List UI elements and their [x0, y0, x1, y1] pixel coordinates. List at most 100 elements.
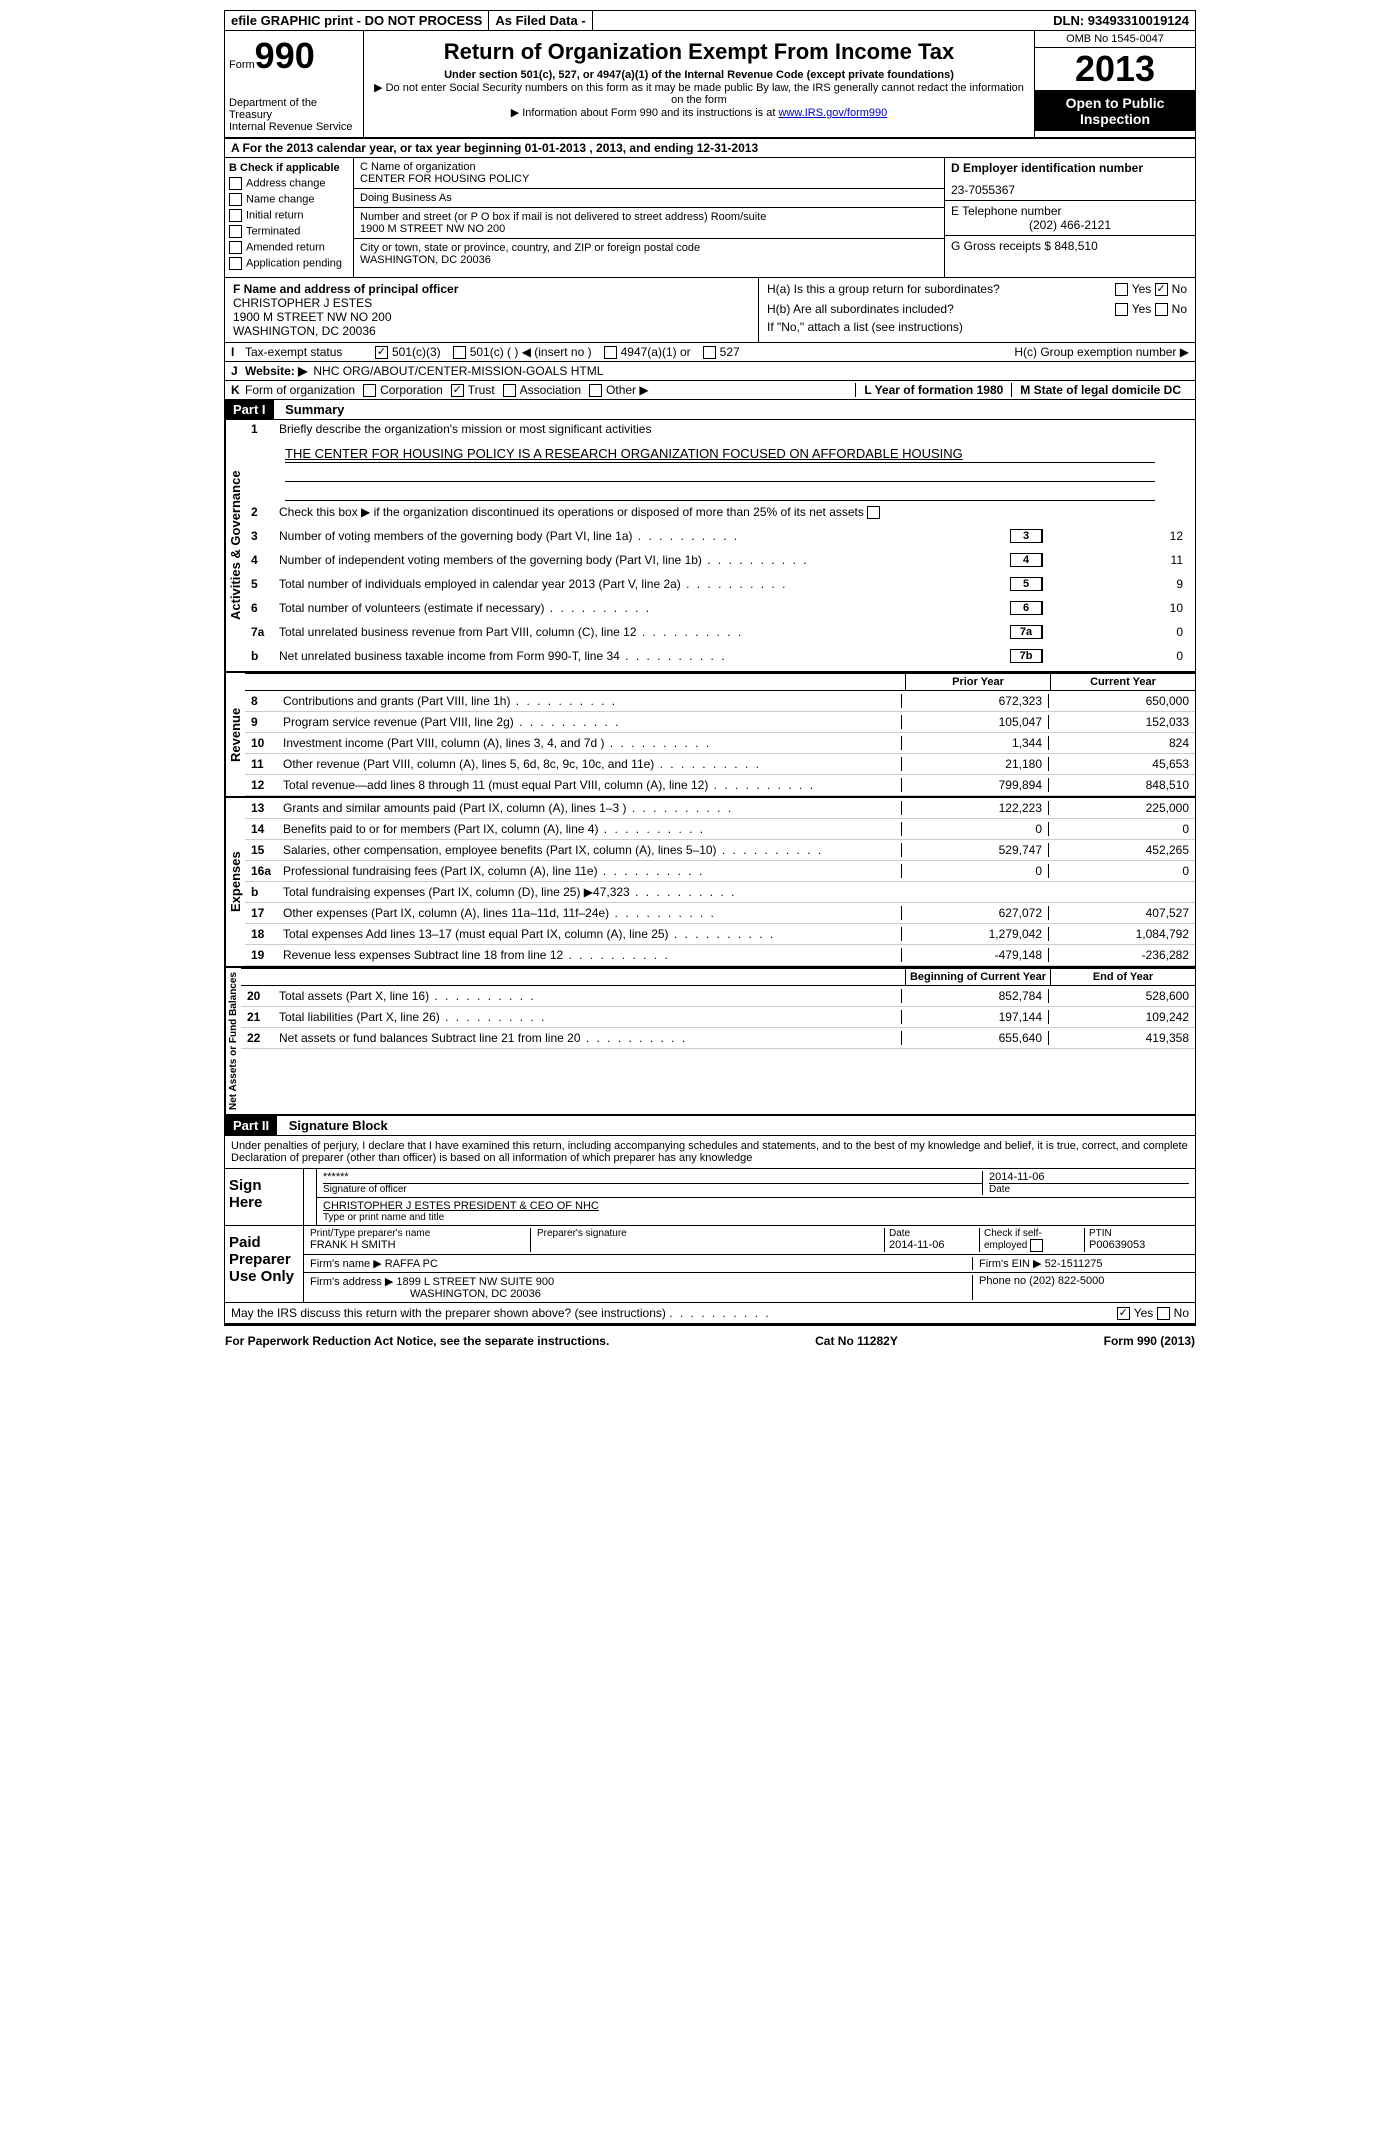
- signature-section: Under penalties of perjury, I declare th…: [225, 1136, 1195, 1325]
- chk-address-change[interactable]: [229, 177, 242, 190]
- form-subtitle: Under section 501(c), 527, or 4947(a)(1)…: [372, 69, 1026, 81]
- part1-badge: Part I: [225, 400, 274, 419]
- form-number: 990: [255, 35, 315, 76]
- net-label: Net Assets or Fund Balances: [225, 968, 241, 1114]
- col-c: C Name of organization CENTER FOR HOUSIN…: [354, 158, 945, 277]
- part1-title: Summary: [277, 400, 352, 419]
- data-line: 22Net assets or fund balances Subtract l…: [241, 1028, 1195, 1049]
- dept-treasury: Department of the Treasury: [229, 97, 359, 121]
- city: WASHINGTON, DC 20036: [360, 254, 938, 266]
- row-a: A For the 2013 calendar year, or tax yea…: [225, 139, 1195, 158]
- header-row: Form990 Department of the Treasury Inter…: [225, 31, 1195, 139]
- row-j: J Website: ▶ NHC ORG/ABOUT/CENTER-MISSIO…: [225, 362, 1195, 381]
- chk-corp[interactable]: [363, 384, 376, 397]
- fh-row: F Name and address of principal officer …: [225, 278, 1195, 343]
- mission-text: THE CENTER FOR HOUSING POLICY IS A RESEA…: [285, 446, 1155, 463]
- header-right: OMB No 1545-0047 2013 Open to Public Ins…: [1034, 31, 1195, 137]
- data-line: 13Grants and similar amounts paid (Part …: [245, 798, 1195, 819]
- data-line: 9Program service revenue (Part VIII, lin…: [245, 712, 1195, 733]
- dba-label: Doing Business As: [354, 189, 944, 208]
- data-line: bTotal fundraising expenses (Part IX, co…: [245, 882, 1195, 903]
- col-b-title: B Check if applicable: [229, 162, 349, 174]
- street: 1900 M STREET NW NO 200: [360, 223, 938, 235]
- group-return: H(a) Is this a group return for subordin…: [759, 278, 1195, 342]
- chk-discuss-yes[interactable]: [1117, 1307, 1130, 1320]
- gross-receipts: G Gross receipts $ 848,510: [945, 236, 1195, 256]
- as-filed: As Filed Data -: [489, 11, 592, 30]
- gov-line: 7aTotal unrelated business revenue from …: [245, 623, 1195, 647]
- phone-value: (202) 466-2121: [951, 218, 1189, 232]
- form-label: Form: [229, 59, 255, 71]
- gov-line: 3Number of voting members of the governi…: [245, 527, 1195, 551]
- gov-line: bNet unrelated business taxable income f…: [245, 647, 1195, 671]
- street-label: Number and street (or P O box if mail is…: [360, 211, 938, 223]
- org-name: CENTER FOR HOUSING POLICY: [360, 173, 938, 185]
- city-label: City or town, state or province, country…: [360, 242, 938, 254]
- revenue-section: Revenue Prior Year Current Year 8Contrib…: [225, 673, 1195, 798]
- chk-discuss-no[interactable]: [1157, 1307, 1170, 1320]
- paid-preparer-label: Paid Preparer Use Only: [225, 1226, 304, 1302]
- gov-label: Activities & Governance: [225, 420, 245, 671]
- org-name-label: C Name of organization: [360, 161, 938, 173]
- expenses-section: Expenses 13Grants and similar amounts pa…: [225, 798, 1195, 968]
- data-line: 17Other expenses (Part IX, column (A), l…: [245, 903, 1195, 924]
- chk-self-employed[interactable]: [1030, 1239, 1043, 1252]
- section-bcde: B Check if applicable Address change Nam…: [225, 158, 1195, 278]
- data-line: 8Contributions and grants (Part VIII, li…: [245, 691, 1195, 712]
- chk-trust[interactable]: [451, 384, 464, 397]
- chk-pending[interactable]: [229, 257, 242, 270]
- col-de: D Employer identification number 23-7055…: [945, 158, 1195, 277]
- gov-line: 6Total number of volunteers (estimate if…: [245, 599, 1195, 623]
- exp-label: Expenses: [225, 798, 245, 966]
- note-ssn: ▶ Do not enter Social Security numbers o…: [372, 81, 1026, 106]
- data-line: 15Salaries, other compensation, employee…: [245, 840, 1195, 861]
- data-line: 21Total liabilities (Part X, line 26)197…: [241, 1007, 1195, 1028]
- perjury-declaration: Under penalties of perjury, I declare th…: [225, 1136, 1195, 1169]
- row-k: K Form of organization Corporation Trust…: [225, 381, 1195, 400]
- col-b: B Check if applicable Address change Nam…: [225, 158, 354, 277]
- efile-notice: efile GRAPHIC print - DO NOT PROCESS: [225, 11, 489, 30]
- ein-label: D Employer identification number: [951, 161, 1189, 175]
- sign-here-label: Sign Here: [225, 1169, 304, 1225]
- ein-value: 23-7055367: [951, 183, 1189, 197]
- chk-501c[interactable]: [453, 346, 466, 359]
- chk-amended[interactable]: [229, 241, 242, 254]
- chk-other[interactable]: [589, 384, 602, 397]
- gov-line: 4Number of independent voting members of…: [245, 551, 1195, 575]
- chk-ha-no[interactable]: [1155, 283, 1168, 296]
- irs-link[interactable]: www.IRS.gov/form990: [778, 107, 887, 119]
- gov-line: 5Total number of individuals employed in…: [245, 575, 1195, 599]
- data-line: 11Other revenue (Part VIII, column (A), …: [245, 754, 1195, 775]
- data-line: 20Total assets (Part X, line 16)852,7845…: [241, 986, 1195, 1007]
- omb-number: OMB No 1545-0047: [1035, 31, 1195, 48]
- chk-assoc[interactable]: [503, 384, 516, 397]
- netassets-section: Net Assets or Fund Balances Beginning of…: [225, 968, 1195, 1116]
- chk-4947[interactable]: [604, 346, 617, 359]
- note-info: ▶ Information about Form 990 and its ins…: [372, 106, 1026, 119]
- chk-hb-no[interactable]: [1155, 303, 1168, 316]
- form-title: Return of Organization Exempt From Incom…: [372, 39, 1026, 65]
- chk-hb-yes[interactable]: [1115, 303, 1128, 316]
- part1-header-row: Part I Summary: [225, 400, 1195, 420]
- part2-header-row: Part II Signature Block: [225, 1116, 1195, 1136]
- chk-terminated[interactable]: [229, 225, 242, 238]
- part2-badge: Part II: [225, 1116, 277, 1135]
- form-990-container: efile GRAPHIC print - DO NOT PROCESS As …: [224, 10, 1196, 1326]
- chk-initial-return[interactable]: [229, 209, 242, 222]
- chk-ha-yes[interactable]: [1115, 283, 1128, 296]
- chk-527[interactable]: [703, 346, 716, 359]
- top-bar: efile GRAPHIC print - DO NOT PROCESS As …: [225, 11, 1195, 31]
- open-public: Open to Public Inspection: [1035, 91, 1195, 131]
- chk-discontinued[interactable]: [867, 506, 880, 519]
- chk-501c3[interactable]: [375, 346, 388, 359]
- data-line: 10Investment income (Part VIII, column (…: [245, 733, 1195, 754]
- header-center: Return of Organization Exempt From Incom…: [364, 31, 1034, 137]
- data-line: 18Total expenses Add lines 13–17 (must e…: [245, 924, 1195, 945]
- row-i: I Tax-exempt status 501(c)(3) 501(c) ( )…: [225, 343, 1195, 362]
- part2-title: Signature Block: [281, 1116, 396, 1135]
- chk-name-change[interactable]: [229, 193, 242, 206]
- governance-section: Activities & Governance 1Briefly describ…: [225, 420, 1195, 673]
- tax-year: 2013: [1035, 48, 1195, 91]
- header-left: Form990 Department of the Treasury Inter…: [225, 31, 364, 137]
- principal-officer: F Name and address of principal officer …: [225, 278, 759, 342]
